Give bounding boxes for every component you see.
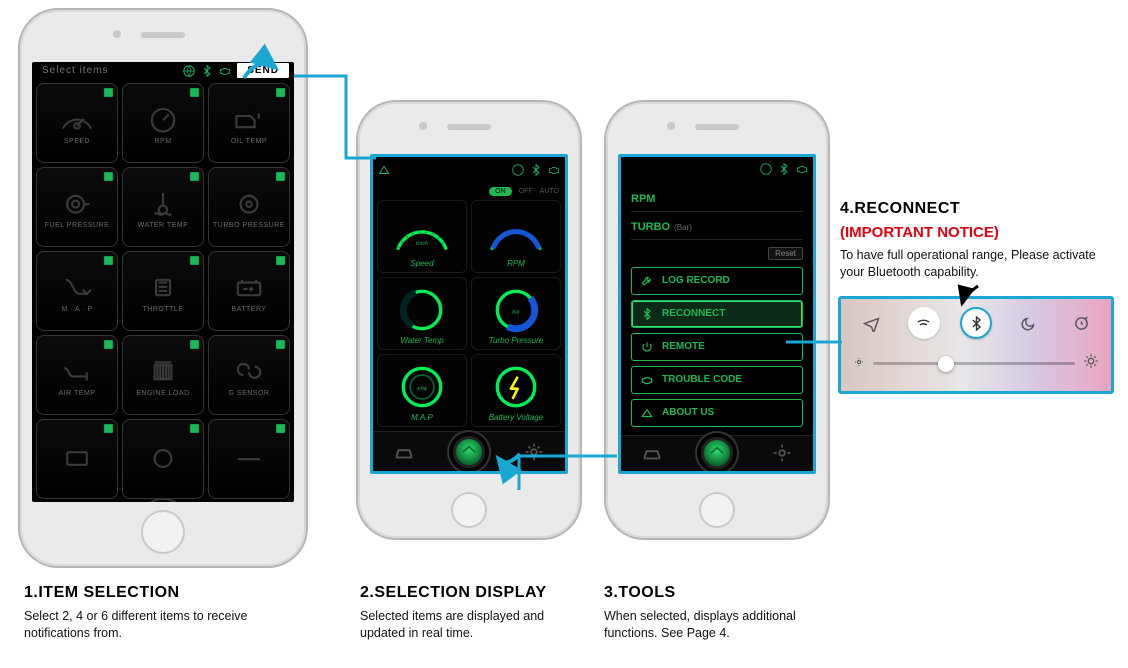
phone-item-selection: Select items SEND SPEED RPM	[18, 8, 308, 568]
mode-toggles: ON OFF AUTO	[373, 183, 565, 196]
tile-water-temp[interactable]: WATER TEMP	[122, 167, 204, 247]
bluetooth-icon	[640, 307, 654, 321]
dnd-icon[interactable]	[1013, 307, 1045, 339]
wrench-icon	[640, 274, 654, 288]
generic-icon	[56, 441, 98, 475]
tile-rpm[interactable]: RPM	[122, 83, 204, 163]
tile-extra[interactable]	[122, 419, 204, 499]
wifi-icon[interactable]	[908, 307, 940, 339]
tile-map[interactable]: M · A · P	[36, 251, 118, 331]
thermo-icon	[142, 186, 184, 220]
pipe-icon	[56, 270, 98, 304]
gear-icon[interactable]	[521, 439, 547, 465]
tile-oil-temp[interactable]: OIL TEMP	[208, 83, 290, 163]
menu-trouble-code[interactable]: TROUBLE CODE	[631, 366, 803, 394]
tile-speed[interactable]: SPEED	[36, 83, 118, 163]
settings-panel: RPM TURBO(Bar) Reset LOG RECORD RECONNEC…	[621, 181, 813, 435]
toggle-on[interactable]: ON	[489, 187, 512, 196]
tile-throttle[interactable]: THROTTLE	[122, 251, 204, 331]
car-icon[interactable]	[639, 440, 665, 466]
caption-4: 4.RECONNECT (IMPORTANT NOTICE) To have f…	[840, 200, 1110, 281]
exhaust-icon	[56, 354, 98, 388]
gauge-icon	[142, 102, 184, 136]
airplane-icon[interactable]	[855, 307, 887, 339]
globe-icon	[759, 162, 773, 176]
svg-text:Km/h: Km/h	[416, 241, 428, 247]
send-button[interactable]: SEND	[236, 62, 290, 79]
logo-icon	[377, 163, 391, 177]
tiles-grid: SPEED RPM OIL TEMP FUEL PRESSURE WATER T…	[32, 79, 294, 502]
tile-battery[interactable]: BATTERY	[208, 251, 290, 331]
power-icon	[640, 340, 654, 354]
generic-icon	[228, 441, 270, 475]
generic-icon	[142, 441, 184, 475]
caption-3: 3.TOOLS When selected, displays addition…	[604, 584, 814, 642]
gauge-speed: Km/h Speed	[377, 200, 467, 273]
caption-2: 2.SELECTION DISPLAY Selected items are d…	[360, 584, 570, 642]
tile-engine-load[interactable]: ENGINE LOAD	[122, 335, 204, 415]
engine-icon	[795, 162, 809, 176]
radiator-icon	[142, 354, 184, 388]
gauge-map: KPA M.A.P	[377, 354, 467, 427]
turbo-icon	[228, 186, 270, 220]
throttle-icon	[142, 270, 184, 304]
car-icon[interactable]	[391, 439, 417, 465]
brightness-high-icon	[1083, 353, 1099, 374]
brightness-slider[interactable]	[873, 362, 1075, 365]
engine-icon	[218, 64, 232, 78]
engine-icon	[640, 373, 654, 387]
turbo-icon	[56, 186, 98, 220]
gauge-turbo: bar Turbo Pressure	[471, 277, 561, 350]
menu-log-record[interactable]: LOG RECORD	[631, 267, 803, 295]
tile-air-temp[interactable]: AIR TEMP	[36, 335, 118, 415]
tile-fuel-pressure[interactable]: FUEL PRESSURE	[36, 167, 118, 247]
bottom-nav	[621, 435, 813, 471]
gear-icon[interactable]	[769, 440, 795, 466]
bluetooth-icon	[777, 162, 791, 176]
tile-g-sensor[interactable]: G SENSOR	[208, 335, 290, 415]
battery-icon	[228, 270, 270, 304]
toggle-auto[interactable]: AUTO	[540, 188, 559, 195]
link-icon	[228, 354, 270, 388]
gauge-icon	[56, 102, 98, 136]
bluetooth-icon	[529, 163, 543, 177]
globe-icon	[511, 163, 525, 177]
phone-selection-display: ON OFF AUTO Km/h Speed RPM Water Temp	[356, 100, 582, 540]
bottom-nav	[373, 431, 565, 471]
home-button[interactable]	[453, 436, 485, 468]
svg-text:bar: bar	[512, 309, 520, 315]
gauge-battery: Battery Voltage	[471, 354, 561, 427]
toggle-off[interactable]: OFF	[519, 188, 533, 195]
svg-text:KPA: KPA	[417, 386, 427, 392]
engine-icon	[547, 163, 561, 177]
gauge-rpm: RPM	[471, 200, 561, 273]
topbar: Select items SEND	[32, 62, 294, 79]
globe-icon	[182, 64, 196, 78]
gauges-grid: Km/h Speed RPM Water Temp bar Turbo Pres…	[373, 196, 565, 431]
tile-extra[interactable]	[208, 419, 290, 499]
bluetooth-icon	[200, 64, 214, 78]
home-button[interactable]	[701, 437, 733, 469]
rotation-lock-icon[interactable]	[1065, 307, 1097, 339]
tile-extra[interactable]	[36, 419, 118, 499]
reset-button[interactable]: Reset	[768, 247, 803, 260]
phone-tools: RPM TURBO(Bar) Reset LOG RECORD RECONNEC…	[604, 100, 830, 540]
oil-icon	[228, 102, 270, 136]
logo-icon	[640, 406, 654, 420]
bluetooth-toggle[interactable]	[960, 307, 992, 339]
menu-reconnect[interactable]: RECONNECT	[631, 300, 803, 328]
topbar	[373, 157, 565, 183]
ios-control-center	[838, 296, 1114, 394]
menu-about-us[interactable]: ABOUT US	[631, 399, 803, 427]
topbar	[621, 157, 813, 181]
caption-1: 1.ITEM SELECTION Select 2, 4 or 6 differ…	[24, 584, 284, 642]
menu-remote[interactable]: REMOTE	[631, 333, 803, 361]
topbar-title: Select items	[36, 65, 108, 76]
rpm-heading: RPM	[631, 189, 803, 212]
gauge-water: Water Temp	[377, 277, 467, 350]
turbo-heading: TURBO(Bar)	[631, 217, 803, 240]
brightness-low-icon	[853, 355, 865, 373]
tile-turbo-pressure[interactable]: TURBO PRESSURE	[208, 167, 290, 247]
